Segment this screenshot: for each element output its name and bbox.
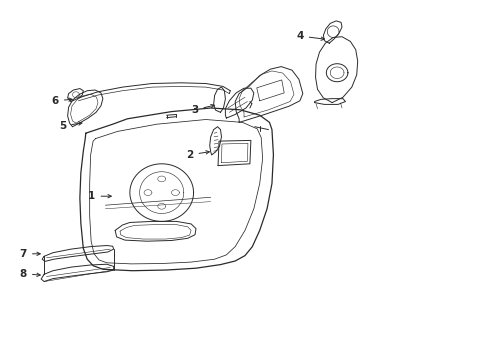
Text: 8: 8 <box>20 269 40 279</box>
Text: 1: 1 <box>88 191 111 201</box>
Text: 4: 4 <box>296 31 324 41</box>
Text: 7: 7 <box>20 249 40 259</box>
Text: 5: 5 <box>59 121 82 131</box>
Text: 2: 2 <box>186 150 209 160</box>
Text: 6: 6 <box>51 96 72 106</box>
Text: 3: 3 <box>191 104 214 115</box>
